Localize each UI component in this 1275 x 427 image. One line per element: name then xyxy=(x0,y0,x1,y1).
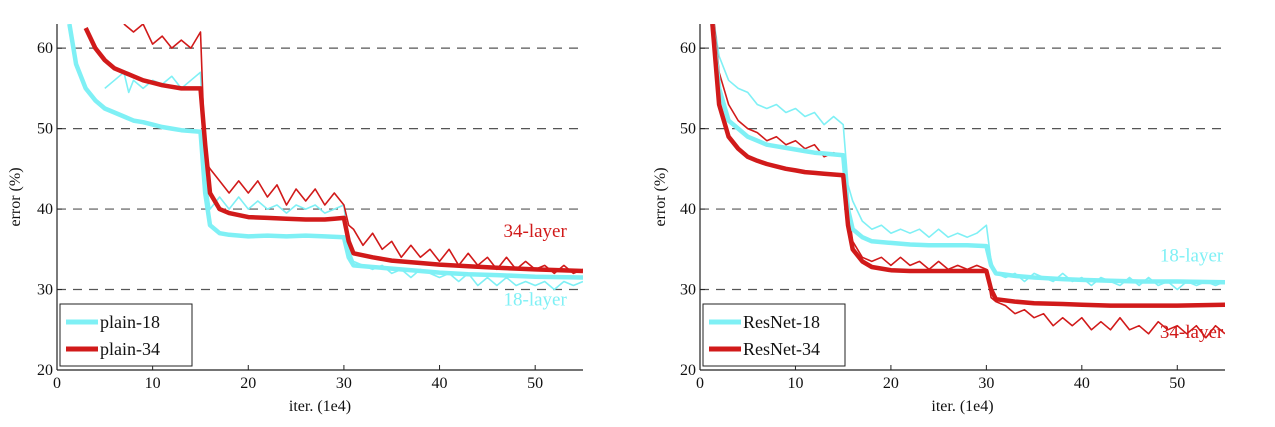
series-line-resnet-18 xyxy=(710,24,1225,285)
legend-box xyxy=(702,303,846,367)
legend-box xyxy=(59,303,193,367)
series-line-resnet-18-train xyxy=(713,24,1225,291)
resnet-chart: 0 10 20 30 40 50 20 30 40 50 60 iter. (1e4) error (%… xyxy=(652,24,1225,415)
x-tick-label-20: 20 xyxy=(883,375,899,392)
annotation-18-layer: 18-layer xyxy=(504,290,568,311)
y-tick-label-30: 30 xyxy=(680,282,696,299)
y-tick-label-30: 30 xyxy=(37,282,53,299)
series-line-resnet-34 xyxy=(710,24,1225,308)
x-tick-label-0: 0 xyxy=(696,375,704,392)
plain-networks-chart: 0 10 20 30 40 50 20 30 40 50 60 iter. (1e4) error (%… xyxy=(7,24,583,415)
y-tick-label-50: 50 xyxy=(680,121,696,138)
legend-label-plain-34: plain-34 xyxy=(100,339,160,359)
x-tick-label-0: 0 xyxy=(53,375,61,392)
series-line-plain-18 xyxy=(67,24,583,280)
x-tick-label-10: 10 xyxy=(145,375,161,392)
x-tick-label-20: 20 xyxy=(240,375,256,392)
y-tick-label-50: 50 xyxy=(37,121,53,138)
x-tick-label-30: 30 xyxy=(336,375,352,392)
legend-label-plain-18: plain-18 xyxy=(100,312,160,332)
series-line-plain-34-train xyxy=(123,24,583,275)
annotation-34-layer: 34-layer xyxy=(1160,322,1224,343)
legend: ResNet-18 ResNet-34 xyxy=(702,303,846,367)
annotation-34-layer: 34-layer xyxy=(504,221,568,242)
legend-label-resnet-34: ResNet-34 xyxy=(743,339,820,359)
y-tick-label-60: 60 xyxy=(680,40,696,57)
x-tick-label-50: 50 xyxy=(1169,375,1185,392)
x-tick-label-30: 30 xyxy=(978,375,994,392)
series-line-plain-34 xyxy=(83,27,583,274)
y-tick-label-60: 60 xyxy=(37,40,53,57)
y-tick-label-40: 40 xyxy=(680,201,696,218)
x-tick-label-50: 50 xyxy=(527,375,543,392)
y-tick-label-20: 20 xyxy=(680,362,696,379)
legend: plain-18 plain-34 xyxy=(59,303,193,367)
x-axis-label: iter. (1e4) xyxy=(289,398,351,415)
annotation-18-layer: 18-layer xyxy=(1160,245,1224,266)
x-tick-label-40: 40 xyxy=(432,375,448,392)
y-axis-label: error (%) xyxy=(652,167,669,226)
y-tick-label-20: 20 xyxy=(37,362,53,379)
x-tick-label-10: 10 xyxy=(787,375,803,392)
x-tick-label-40: 40 xyxy=(1074,375,1090,392)
legend-label-resnet-18: ResNet-18 xyxy=(743,312,820,332)
series-line-plain-18-train xyxy=(104,71,583,291)
x-axis-label: iter. (1e4) xyxy=(931,398,993,415)
y-axis-label: error (%) xyxy=(7,167,24,226)
series-line-resnet-34-train xyxy=(713,24,1225,339)
y-tick-label-40: 40 xyxy=(37,201,53,218)
